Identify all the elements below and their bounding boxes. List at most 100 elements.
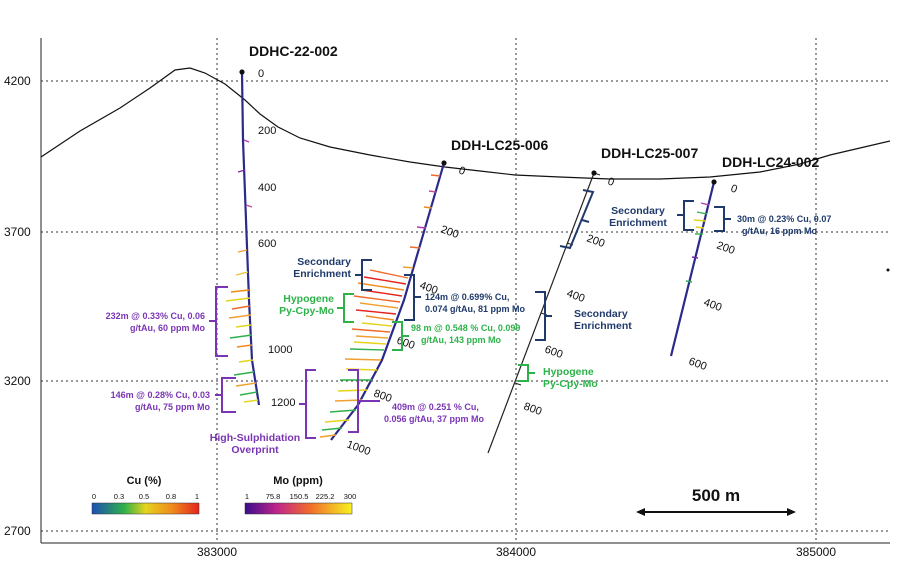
collar-marker (239, 69, 245, 75)
hole-trace (669, 181, 716, 357)
hole-name: DDHC-22-002 (249, 43, 338, 59)
collar-marker (711, 179, 717, 185)
scale-bar-arrow-left (636, 508, 645, 516)
zone-label: Enrichment (574, 320, 632, 332)
intercept-bracket (299, 369, 316, 439)
intercept-label: 98 m @ 0.548 % Cu, 0.099 (411, 323, 520, 333)
legend-tick: 75.8 (266, 492, 281, 501)
zone-bracket (337, 293, 354, 323)
assay-bars (685, 202, 710, 283)
depth-label: 200 (585, 233, 606, 251)
zone-label: Overprint (231, 444, 279, 456)
depth-label: 1000 (345, 439, 372, 459)
zone-label: Py-Cpy-Mo (279, 305, 334, 317)
intercept-label: 124m @ 0.699% Cu, (425, 292, 509, 302)
x-tick-label: 385000 (796, 545, 836, 559)
depth-label: 200 (258, 125, 276, 137)
zone-label: Py-Cpy-Mo (543, 378, 598, 390)
intercept-label: 409m @ 0.251 % Cu, (392, 402, 479, 412)
depth-label: 400 (702, 297, 723, 315)
stray-dot (886, 268, 890, 272)
depth-label: 0 (729, 183, 739, 196)
zone-bracket (559, 189, 595, 250)
intercept-bracket (348, 369, 380, 433)
legend-tick: 1 (195, 492, 199, 501)
intercept-bracket (209, 286, 228, 357)
depth-label: 600 (395, 335, 416, 353)
intercept-label: 0.056 g/tAu, 37 ppm Mo (384, 414, 485, 424)
legend-title: Cu (%) (127, 475, 162, 487)
collar-marker (591, 170, 597, 176)
scale-bar-arrow-right (787, 508, 796, 516)
depth-label: 400 (565, 288, 586, 306)
depth-label: 0 (258, 68, 264, 80)
legend-tick: 1 (245, 492, 249, 501)
legend-tick: 0 (92, 492, 96, 501)
intercept-bracket (714, 206, 731, 232)
intercept-bracket (404, 274, 421, 321)
zone-bracket (535, 291, 552, 341)
hole-name: DDH-LC24-002 (722, 154, 819, 170)
y-tick-label: 4200 (4, 74, 31, 88)
legend-mo: Mo (ppm) 1 75.8 150.5 225.2 300 (244, 475, 357, 515)
zone-label: Hypogene (543, 366, 594, 378)
grid (41, 38, 890, 543)
depth-label: 800 (372, 388, 393, 406)
x-tick-label: 383000 (197, 545, 237, 559)
intercept-bracket (215, 377, 236, 413)
depth-label: 200 (439, 224, 460, 242)
zone-label: Secondary (611, 205, 665, 217)
assay-bars (319, 174, 441, 438)
zone-label: Enrichment (609, 217, 667, 229)
depth-label: 600 (543, 344, 564, 362)
legend-tick: 150.5 (290, 492, 309, 501)
legend-colorbar (244, 502, 353, 515)
legend-tick: 225.2 (316, 492, 335, 501)
legend-tick: 300 (344, 492, 357, 501)
depth-label: 400 (258, 182, 276, 194)
depth-label: 600 (258, 238, 276, 250)
drillhole-1: DDHC-22-002 0 200 400 600 1000 1200 232m… (106, 43, 338, 413)
legend-cu: Cu (%) 0 0.3 0.5 0.8 1 (91, 475, 200, 515)
zone-label: Enrichment (293, 268, 351, 280)
intercept-label: g/tAu, 143 ppm Mo (421, 335, 502, 345)
hole-trace (240, 71, 261, 406)
zone-label: Secondary (297, 256, 351, 268)
scale-bar: 500 m (636, 486, 796, 516)
depth-label: 400 (418, 280, 439, 298)
zone-bracket (677, 200, 694, 231)
topography-line (40, 67, 891, 180)
intercept-label: g/tAu, 16 ppm Mo (742, 226, 817, 236)
intercept-label: g/tAu, 60 ppm Mo (130, 323, 205, 333)
zone-label: High-Sulphidation (210, 432, 300, 444)
zone-label: Secondary (574, 308, 628, 320)
intercept-label: 146m @ 0.28% Cu, 0.03 (111, 390, 210, 400)
y-tick-label: 3200 (4, 374, 31, 388)
intercept-bracket (392, 321, 409, 351)
depth-label: 1200 (271, 397, 295, 409)
hole-name: DDH-LC25-007 (601, 145, 698, 161)
scale-bar-label: 500 m (692, 486, 740, 505)
depth-label: 1000 (268, 344, 292, 356)
legend-tick: 0.3 (114, 492, 124, 501)
drillhole-3: DDH-LC25-007 0 200 400 600 800 Secondary… (487, 145, 698, 454)
depth-label: 200 (715, 240, 736, 258)
legend-tick: 0.8 (166, 492, 176, 501)
zone-bracket (518, 364, 535, 382)
depth-label: 0 (606, 176, 616, 189)
depth-label: 800 (522, 401, 543, 419)
depth-label: 0 (457, 165, 467, 178)
zone-label: Hypogene (283, 293, 334, 305)
drillhole-4: DDH-LC24-002 0 200 400 600 Secondary Enr… (609, 154, 831, 373)
drillhole-2: DDH-LC25-006 0 200 400 600 800 1000 Seco… (210, 137, 549, 458)
intercept-label: g/tAu, 75 ppm Mo (135, 402, 210, 412)
intercept-label: 0.074 g/tAu, 81 ppm Mo (425, 304, 526, 314)
legend-colorbar (91, 502, 200, 515)
assay-bars (225, 139, 259, 403)
collar-marker (441, 160, 447, 166)
x-tick-label: 384000 (496, 545, 536, 559)
intercept-label: 30m @ 0.23% Cu, 0.07 (737, 214, 831, 224)
legend-tick: 0.5 (139, 492, 149, 501)
depth-label: 600 (687, 356, 708, 374)
